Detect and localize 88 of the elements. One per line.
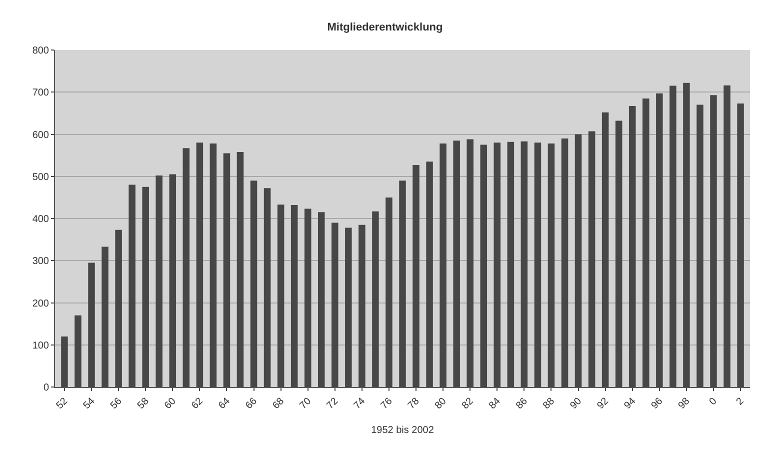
- bar: [440, 144, 446, 387]
- x-tick-label: 94: [622, 396, 638, 412]
- y-tick-label: 800: [32, 46, 50, 56]
- bar: [102, 246, 108, 387]
- x-tick-label: 84: [487, 396, 504, 412]
- bar: [399, 180, 406, 387]
- bar: [466, 139, 474, 387]
- x-tick-label: 56: [108, 396, 125, 412]
- y-tick-label: 300: [32, 256, 50, 268]
- bar: [412, 165, 420, 387]
- bar: [588, 131, 596, 387]
- bar: [628, 106, 636, 387]
- bar: [264, 188, 271, 387]
- x-tick-label: 80: [433, 396, 450, 412]
- x-tick-label: 72: [324, 396, 341, 412]
- bar: [318, 212, 325, 387]
- x-tick-label: 92: [595, 396, 612, 412]
- x-tick-label: 0: [707, 396, 720, 408]
- x-tick-label: 60: [162, 396, 179, 412]
- bar: [574, 134, 582, 387]
- x-tick-label: 74: [352, 396, 368, 412]
- bar: [453, 140, 460, 387]
- x-tick-label: 2: [734, 396, 747, 408]
- x-axis-title: 1952 bis 2002: [371, 425, 434, 436]
- bar: [210, 144, 217, 387]
- bar: [358, 224, 366, 387]
- x-tick-label: 66: [244, 396, 260, 412]
- bar: [142, 186, 149, 387]
- bar: [561, 138, 568, 387]
- bar: [61, 336, 68, 387]
- bar: [737, 104, 744, 387]
- bar: [426, 162, 433, 387]
- bar: [223, 153, 230, 387]
- bar: [250, 180, 258, 387]
- x-tick-label: 64: [216, 396, 233, 412]
- x-tick-label: 90: [568, 396, 584, 412]
- y-tick-label: 400: [32, 214, 50, 225]
- x-tick-label: 76: [378, 396, 395, 412]
- bar: [277, 204, 284, 387]
- bar: [372, 211, 379, 387]
- bar: [169, 174, 176, 387]
- bar: [520, 141, 528, 387]
- x-tick-label: 88: [541, 396, 558, 412]
- y-tick-label: 600: [32, 130, 50, 141]
- bar: [642, 98, 650, 387]
- x-tick-label: 96: [649, 396, 666, 412]
- bar: [386, 197, 392, 387]
- bar: [236, 152, 244, 387]
- x-tick-label: 98: [676, 396, 692, 412]
- bar: [507, 142, 514, 387]
- bar: [88, 262, 95, 387]
- chart-title: Mitgliederentwicklung: [327, 21, 443, 34]
- bar: [480, 144, 488, 387]
- bar: [332, 222, 338, 387]
- bar: [128, 184, 136, 387]
- bar: [534, 142, 542, 387]
- bar: [304, 208, 312, 387]
- bar: [290, 205, 298, 387]
- x-tick-label: 62: [190, 396, 206, 412]
- bar: [670, 86, 676, 387]
- bar: [74, 315, 82, 387]
- x-tick-label: 68: [270, 396, 287, 412]
- x-tick-label: 52: [54, 396, 70, 412]
- y-tick-label: 100: [32, 340, 50, 352]
- bar: [156, 176, 162, 387]
- x-tick-label: 82: [460, 396, 476, 412]
- y-tick-label: 500: [32, 172, 50, 183]
- x-tick-label: 54: [82, 396, 98, 412]
- bar: [602, 112, 609, 387]
- bar: [196, 142, 204, 387]
- x-tick-label: 78: [406, 396, 422, 412]
- bar: [656, 93, 663, 387]
- bar: [696, 104, 704, 387]
- x-tick-label: 86: [514, 396, 530, 412]
- bar: [494, 142, 501, 387]
- bar: [182, 148, 190, 387]
- bar: [615, 120, 622, 387]
- x-tick-label: 58: [136, 396, 152, 412]
- bar: [548, 144, 555, 387]
- y-tick-label: 200: [32, 298, 50, 310]
- x-tick-label: 70: [298, 396, 314, 412]
- bar: [345, 228, 352, 387]
- bar: [683, 82, 690, 387]
- bar: [724, 85, 730, 387]
- y-tick-label: 700: [32, 88, 50, 99]
- bar: [115, 230, 122, 387]
- bar: [710, 95, 717, 387]
- y-tick-label: 0: [43, 382, 50, 394]
